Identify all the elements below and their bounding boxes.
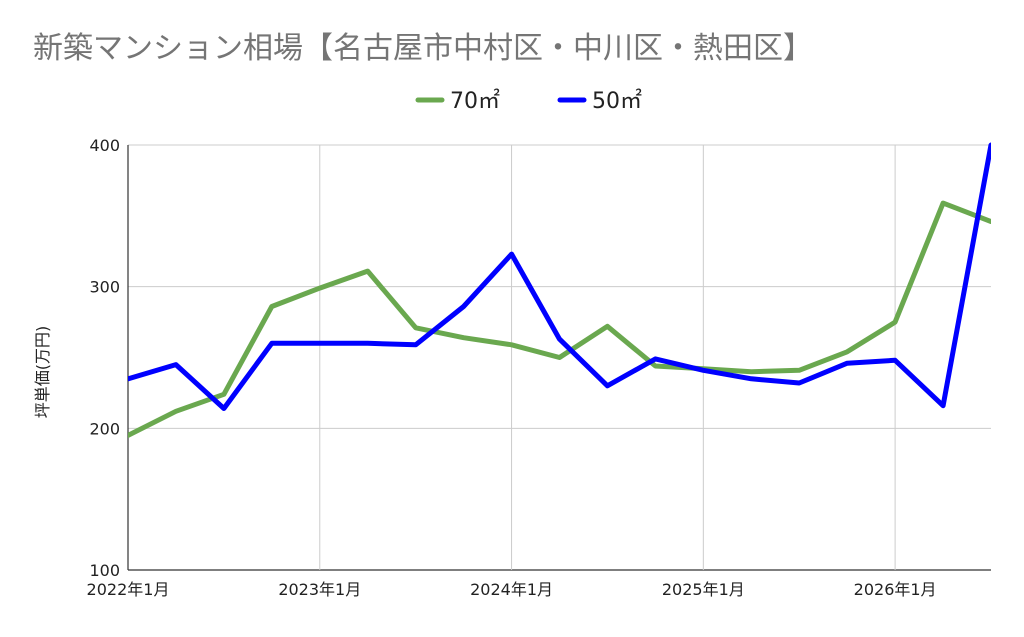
series-line-70sqm (128, 200, 991, 438)
series-layer (128, 142, 991, 438)
x-tick-label: 2025年1月 (662, 580, 745, 599)
y-tick-label: 100 (89, 561, 120, 580)
chart-title: 新築マンション相場【名古屋市中村区・中川区・熱田区】 (33, 31, 813, 66)
legend: 70㎡ 50㎡ (415, 88, 642, 114)
series-line-50sqm (128, 142, 991, 411)
x-tick-label: 2023年1月 (278, 580, 361, 599)
x-tick-label: 2022年1月 (87, 580, 170, 599)
legend-label: 50㎡ (592, 88, 642, 114)
legend-label: 70㎡ (450, 88, 500, 114)
x-axis-ticks: 2022年1月 2023年1月 2024年1月 2025年1月 2026年1月 (87, 580, 937, 599)
gridlines (127, 144, 991, 571)
y-tick-label: 200 (89, 419, 120, 438)
y-tick-label: 300 (89, 278, 120, 297)
y-tick-label: 400 (89, 136, 120, 155)
x-tick-label: 2026年1月 (854, 580, 937, 599)
y-axis-label: 坪単価(万円) (33, 326, 52, 419)
x-tick-label: 2024年1月 (470, 580, 553, 599)
y-axis-ticks: 100 200 300 400 (89, 136, 120, 580)
